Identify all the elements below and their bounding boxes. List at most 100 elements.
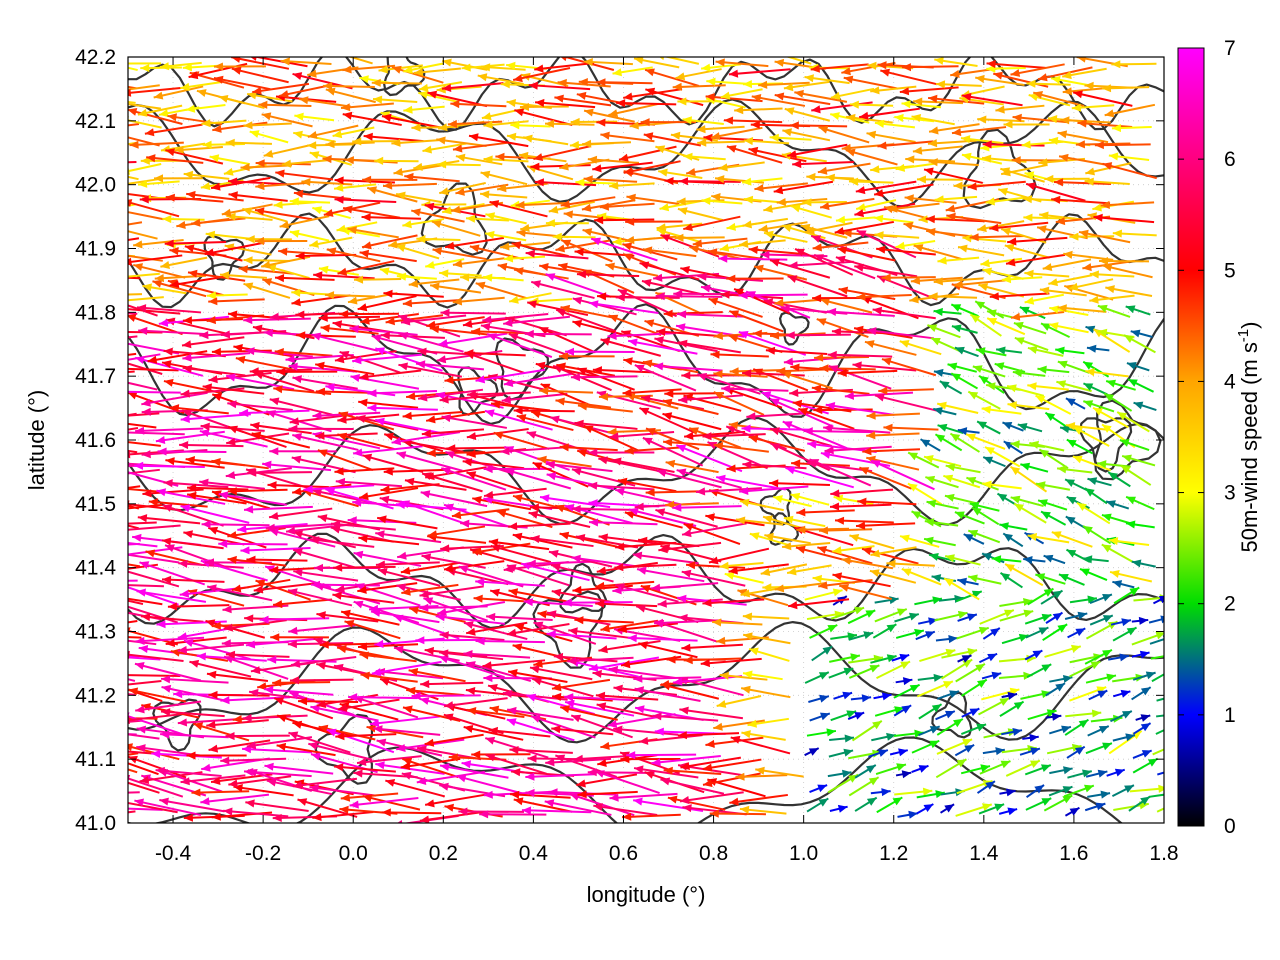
wind-vector	[535, 98, 596, 109]
wind-vector-shaft	[128, 101, 136, 104]
wind-vector	[152, 279, 207, 298]
wind-vector-head	[128, 314, 137, 322]
wind-vector	[868, 749, 889, 758]
wind-vector-head	[999, 698, 1010, 706]
wind-vector	[787, 598, 850, 610]
wind-vector-shaft	[705, 95, 763, 103]
wind-vector	[128, 679, 162, 686]
wind-vector	[910, 276, 963, 285]
wind-vector-head	[496, 509, 507, 518]
wind-vector	[672, 82, 726, 91]
wind-vector	[915, 630, 936, 641]
wind-vector-shaft	[398, 332, 464, 353]
wind-vector-head	[615, 487, 625, 496]
wind-vector-shaft	[609, 430, 675, 439]
wind-vector	[441, 82, 504, 92]
wind-vector-shaft	[235, 357, 293, 371]
wind-vector	[965, 433, 1006, 450]
wind-vector-shaft	[268, 507, 333, 519]
wind-vector	[506, 718, 575, 742]
wind-vector-head	[246, 741, 257, 750]
wind-vector-head	[128, 774, 131, 782]
wind-vector-shaft	[400, 561, 461, 574]
wind-vector-head	[505, 468, 515, 476]
wind-vector-head	[859, 467, 870, 475]
wind-vector	[624, 446, 683, 455]
wind-vector-head	[503, 379, 514, 387]
wind-vector-shaft	[303, 484, 375, 491]
wind-vector-head	[627, 634, 637, 643]
contour-loop	[931, 691, 973, 739]
wind-vector-shaft	[490, 402, 551, 412]
wind-vector	[728, 68, 791, 78]
wind-vector-shaft	[595, 694, 659, 701]
wind-vector-head	[262, 278, 273, 286]
wind-vector-head	[676, 323, 686, 332]
wind-vector	[156, 620, 227, 629]
wind-vector-head	[141, 450, 151, 459]
wind-vector-head	[673, 289, 683, 298]
wind-vector-head	[666, 655, 676, 664]
wind-vector-shaft	[289, 678, 354, 682]
wind-vector-head	[96, 417, 105, 425]
wind-vector-shaft	[180, 505, 250, 524]
wind-vector-head	[615, 293, 625, 302]
wind-vector-head	[583, 425, 594, 434]
wind-vector	[645, 427, 700, 451]
wind-vector-head	[331, 520, 341, 529]
wind-vector-shaft	[223, 655, 289, 680]
wind-vector-shaft	[355, 416, 419, 431]
wind-vector-shaft	[506, 718, 575, 742]
wind-vector	[159, 797, 225, 813]
wind-vector-head	[311, 752, 321, 761]
wind-vector	[596, 78, 653, 87]
wind-vector-head	[842, 691, 853, 700]
wind-vector-head	[319, 640, 329, 649]
wind-vector	[656, 469, 722, 489]
wind-vector-shaft	[128, 524, 139, 530]
wind-vector-head	[571, 554, 581, 563]
wind-vector-head	[483, 496, 493, 504]
wind-vector	[472, 496, 532, 511]
wind-vector-head	[371, 334, 382, 343]
wind-vector-head	[770, 443, 781, 451]
wind-vector	[936, 738, 973, 755]
wind-vector-head	[199, 331, 209, 340]
wind-vector-shaft	[146, 156, 204, 164]
wind-vector-shaft	[361, 216, 422, 220]
wind-vector	[943, 577, 980, 601]
wind-vector-shaft	[663, 57, 700, 65]
wind-vector-head	[953, 181, 963, 190]
wind-vector-head	[240, 546, 250, 555]
wind-vector	[813, 253, 876, 280]
wind-vector-shaft	[396, 584, 461, 601]
wind-vector	[404, 477, 467, 491]
wind-vector-head	[411, 208, 421, 217]
wind-vector-shaft	[655, 508, 718, 528]
wind-vector-head	[444, 701, 454, 710]
wind-vector	[748, 146, 807, 163]
wind-vector-shaft	[592, 368, 654, 374]
wind-vector	[128, 678, 136, 682]
wind-vector-shaft	[678, 394, 744, 402]
wind-vector	[451, 508, 510, 520]
wind-vector-shaft	[310, 705, 379, 722]
wind-vector-head	[440, 544, 450, 553]
wind-vector	[228, 775, 292, 788]
wind-vector	[400, 314, 467, 326]
wind-vector-head	[439, 631, 449, 640]
wind-vector-head	[227, 400, 237, 409]
wind-vector-shaft	[206, 719, 269, 727]
wind-vector-head	[526, 431, 537, 439]
wind-vector	[951, 126, 1007, 137]
wind-vector-head	[347, 226, 357, 235]
wind-vector	[486, 612, 553, 622]
wind-vector-head	[656, 223, 666, 232]
wind-vector	[976, 780, 996, 794]
wind-vector-head	[316, 661, 326, 670]
wind-vector	[426, 316, 485, 329]
wind-vector-head	[645, 87, 656, 96]
wind-vector	[577, 402, 633, 413]
wind-vector-head	[141, 407, 151, 416]
wind-vector	[560, 196, 616, 209]
